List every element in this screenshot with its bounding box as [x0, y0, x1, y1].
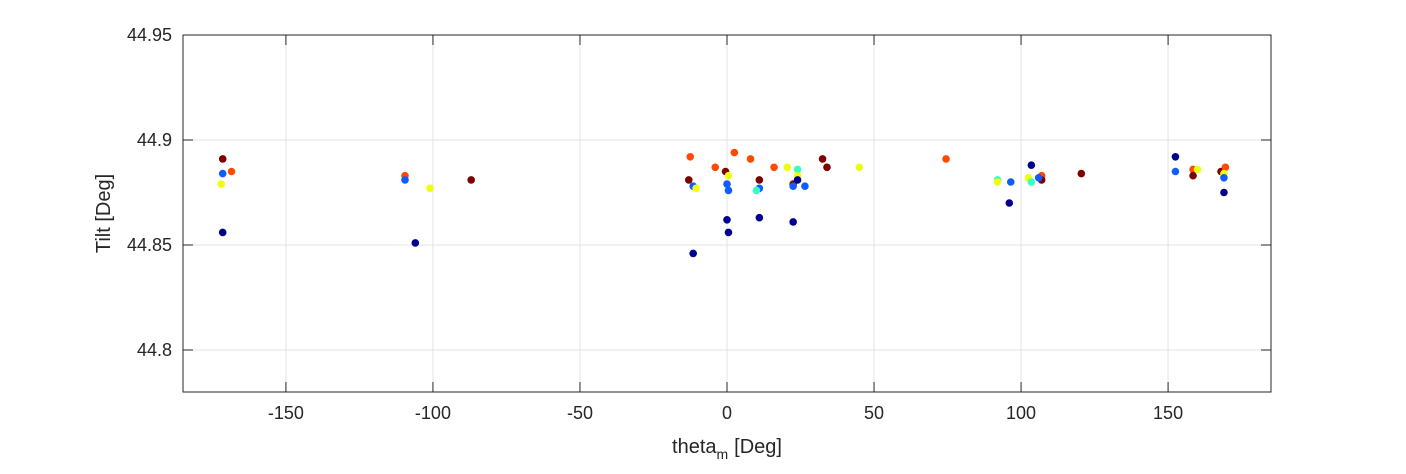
- data-point: [818, 155, 827, 163]
- data-point: [218, 155, 227, 163]
- data-point: [724, 186, 733, 195]
- data-point: [770, 163, 778, 172]
- x-tick-label: -150: [268, 403, 304, 423]
- x-tick-label: 150: [1153, 403, 1183, 423]
- data-point: [1077, 169, 1086, 178]
- data-point: [467, 176, 475, 184]
- data-point: [755, 176, 764, 184]
- data-point: [942, 155, 950, 163]
- data-point: [801, 182, 809, 190]
- data-point: [1027, 161, 1036, 169]
- data-point: [689, 249, 697, 258]
- data-point: [1034, 174, 1043, 182]
- data-point: [692, 184, 700, 193]
- data-point: [755, 213, 764, 222]
- data-point: [411, 239, 420, 247]
- data-point: [723, 180, 731, 188]
- data-point: [730, 148, 739, 157]
- x-tick-label: -50: [567, 403, 593, 423]
- data-point: [789, 182, 797, 190]
- x-tick-label: 100: [1006, 403, 1036, 423]
- data-point: [1006, 178, 1015, 186]
- data-point: [793, 165, 802, 174]
- x-axis-label: thetam [Deg]: [672, 436, 782, 462]
- x-axis-label-main: theta: [672, 436, 717, 458]
- data-point: [711, 163, 720, 172]
- y-tick-label: 44.85: [127, 235, 172, 255]
- x-tick-label: 0: [722, 403, 732, 423]
- data-point: [1189, 171, 1197, 180]
- data-point: [426, 184, 434, 193]
- data-point: [1171, 167, 1180, 176]
- data-point: [684, 176, 693, 184]
- data-point: [823, 163, 831, 172]
- y-tick-label: 44.95: [127, 25, 172, 45]
- data-point: [724, 228, 733, 237]
- data-point: [1005, 199, 1014, 207]
- data-point: [993, 178, 1002, 186]
- data-point: [1193, 165, 1202, 174]
- data-point: [218, 169, 227, 178]
- data-point: [217, 180, 226, 188]
- y-tick-label: 44.8: [137, 340, 172, 360]
- x-tick-label: -100: [415, 403, 451, 423]
- data-point: [401, 176, 409, 184]
- data-point: [724, 171, 733, 180]
- data-point: [723, 216, 731, 224]
- x-tick-label: 50: [864, 403, 884, 423]
- y-axis-label: Tilt [Deg]: [93, 174, 115, 253]
- data-point: [793, 176, 802, 184]
- data-point: [227, 167, 236, 176]
- data-point: [1027, 178, 1036, 186]
- data-point: [746, 155, 755, 163]
- data-point: [789, 218, 797, 226]
- data-point: [218, 228, 227, 237]
- axis-ticks: -150 -100 -50 0 50 100 150 44.8 44.85 44.9 44.95: [127, 25, 1271, 423]
- data-point: [1220, 188, 1228, 197]
- y-tick-label: 44.9: [137, 130, 172, 150]
- data-point: [783, 163, 792, 172]
- data-points: [217, 148, 1230, 258]
- x-axis-label-unit: [Deg]: [734, 436, 782, 458]
- data-point: [1221, 163, 1230, 172]
- data-point: [855, 163, 864, 172]
- data-point: [752, 186, 761, 195]
- x-axis-label-subscript: m: [717, 446, 729, 462]
- data-point: [686, 153, 695, 161]
- data-point: [1220, 174, 1228, 182]
- grid-lines: [183, 34, 1271, 392]
- data-point: [1171, 153, 1180, 161]
